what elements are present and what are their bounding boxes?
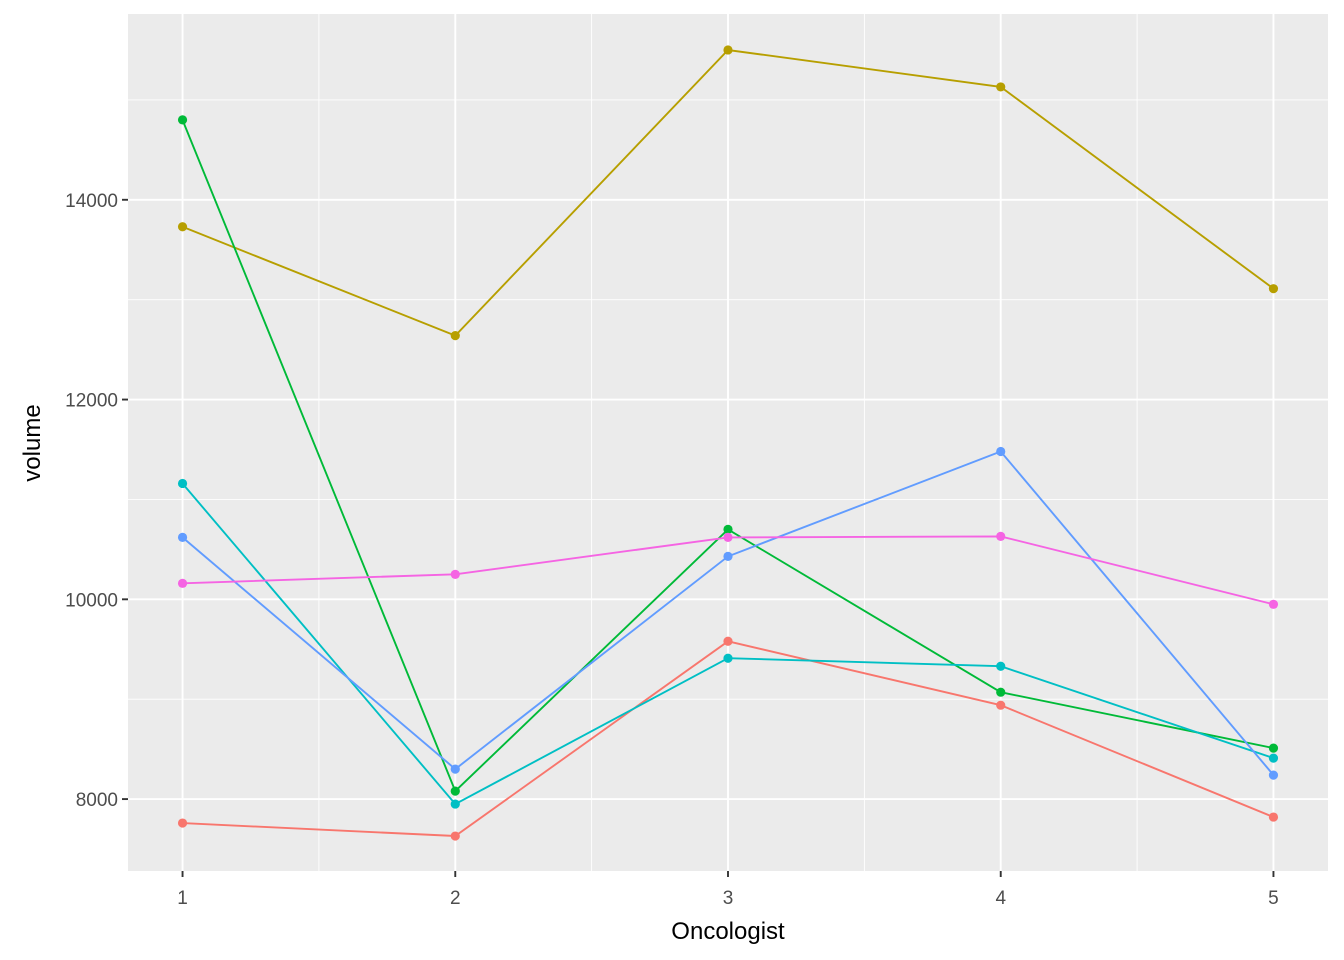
x-axis-title: Oncologist — [671, 918, 785, 945]
data-point — [450, 786, 460, 796]
y-tick-label: 14000 — [65, 191, 118, 212]
data-point — [450, 831, 460, 841]
data-point — [723, 636, 733, 646]
data-point — [450, 331, 460, 341]
series-points — [177, 45, 1279, 841]
data-point — [723, 653, 733, 663]
y-axis-ticks: 8000 10000 12000 14000 — [65, 191, 128, 811]
data-point — [1268, 599, 1279, 609]
y-tick-label: 10000 — [65, 590, 118, 611]
data-point — [177, 222, 188, 232]
data-point — [1268, 743, 1279, 753]
data-point — [1268, 770, 1279, 780]
data-point — [996, 661, 1006, 671]
data-point — [723, 532, 733, 542]
y-tick-label: 8000 — [76, 790, 118, 811]
data-point — [1268, 753, 1279, 763]
x-axis-ticks: 1 2 3 4 5 — [177, 871, 1279, 909]
grid-major — [128, 14, 1328, 871]
data-point — [450, 799, 460, 809]
x-tick-label: 4 — [995, 888, 1006, 909]
data-point — [1268, 284, 1279, 294]
data-point — [996, 687, 1006, 697]
data-point — [450, 764, 460, 774]
x-tick-label: 1 — [177, 888, 188, 909]
data-point — [177, 818, 188, 828]
x-tick-label: 5 — [1268, 888, 1279, 909]
data-point — [177, 478, 188, 489]
data-point — [723, 524, 733, 534]
x-tick-label: 3 — [723, 888, 734, 909]
x-tick-label: 2 — [450, 888, 461, 909]
data-point — [177, 115, 188, 125]
data-point — [177, 578, 188, 588]
data-point — [723, 45, 733, 55]
y-axis-title: volume — [19, 404, 46, 481]
data-point — [450, 569, 460, 579]
data-point — [996, 446, 1006, 457]
y-tick-label: 12000 — [65, 391, 118, 412]
data-point — [996, 700, 1006, 710]
data-point — [723, 551, 733, 561]
data-point — [996, 82, 1006, 92]
data-point — [177, 532, 188, 542]
data-point — [996, 531, 1006, 541]
data-point — [1268, 812, 1279, 822]
